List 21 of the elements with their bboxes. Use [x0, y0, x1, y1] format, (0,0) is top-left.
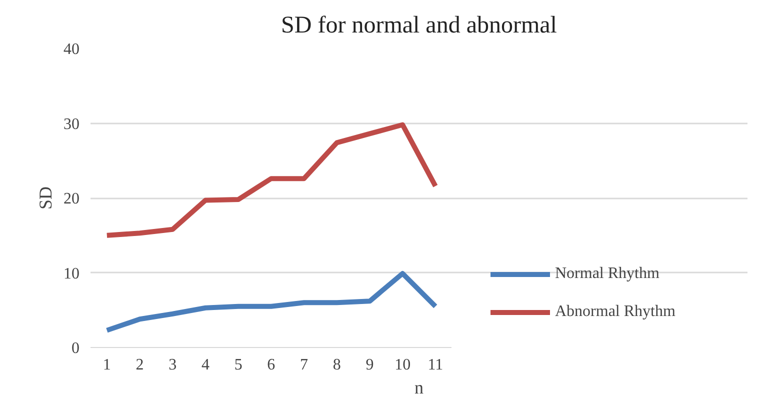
x-tick-label: 8 — [332, 356, 341, 374]
y-tick-label: 10 — [64, 265, 80, 282]
x-tick-label: 7 — [300, 356, 308, 374]
x-tick-label: 3 — [168, 356, 177, 374]
x-tick-label: 5 — [234, 356, 242, 374]
x-tick-label: 6 — [267, 356, 276, 374]
y-axis-title: SD — [36, 186, 56, 210]
x-tick-label: 4 — [201, 356, 210, 374]
x-tick-label: 2 — [136, 356, 144, 374]
y-tick-label: 30 — [64, 116, 80, 133]
x-tick-label: 1 — [102, 356, 111, 374]
y-tick-label: 40 — [64, 41, 80, 58]
x-axis-title: n — [414, 378, 424, 398]
y-tick-label: 20 — [64, 190, 80, 208]
legend-label: Abnormal Rhythm — [555, 303, 676, 321]
x-tick-label: 10 — [394, 356, 411, 374]
chart-title: SD for normal and abnormal — [281, 12, 558, 38]
legend-label: Normal Rhythm — [555, 265, 660, 283]
y-tick-label: 0 — [72, 340, 80, 357]
x-tick-label: 9 — [366, 356, 374, 374]
x-tick-label: 11 — [428, 356, 444, 374]
